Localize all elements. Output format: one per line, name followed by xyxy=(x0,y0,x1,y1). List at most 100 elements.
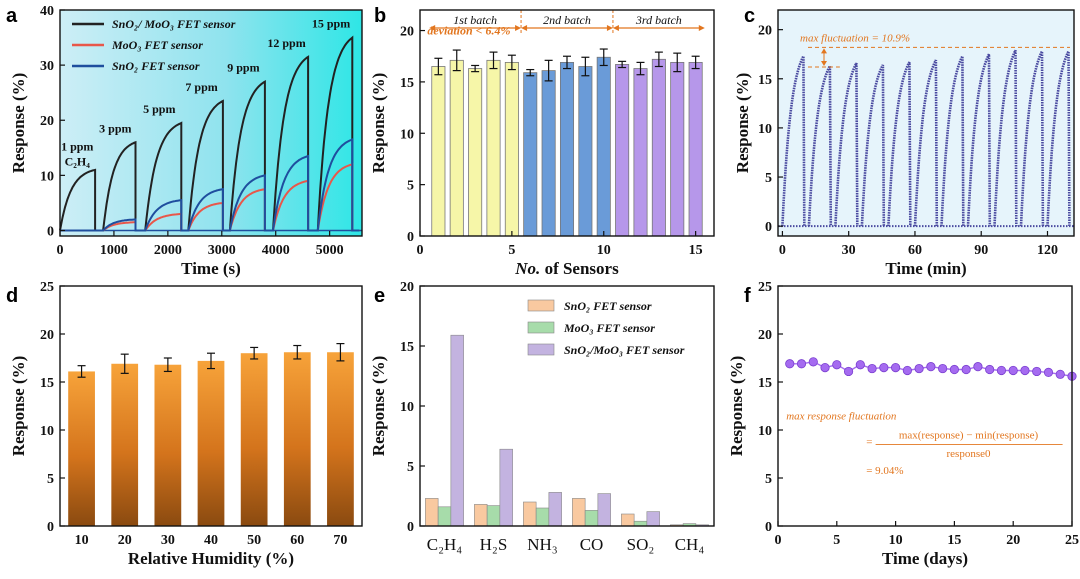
data-point-f xyxy=(879,362,889,373)
y-tick-label-f: 20 xyxy=(758,328,772,343)
cycle-line-c xyxy=(1019,50,1045,227)
y-tick-label-a: 20 xyxy=(40,114,54,129)
cycle-line-c xyxy=(860,64,886,227)
panel-d: 10 20 30 40 50 60 70 0 5 10 15 20 25 Response (%) Rela… xyxy=(6,280,363,568)
data-point-f xyxy=(1043,367,1054,377)
bar-e xyxy=(474,504,488,527)
bar-b xyxy=(431,66,446,237)
data-point-f xyxy=(949,364,960,375)
x-tick-label-c: 120 xyxy=(1037,243,1058,258)
data-point-f xyxy=(961,364,971,375)
bar-e xyxy=(633,520,648,527)
data-point-f xyxy=(1008,365,1018,376)
bar-b xyxy=(523,72,538,237)
y-tick-label-b: 0 xyxy=(407,230,414,245)
pulse-label-a: 12 ppm xyxy=(267,36,305,50)
x-tick-label-e: C₂H₄ xyxy=(427,535,463,554)
formula-numerator-f: max(response) − min(response) xyxy=(899,430,1039,442)
legend-entry-a: SnO₂ FET sensor xyxy=(112,59,200,73)
batch-arrowhead-b xyxy=(429,25,436,31)
y-tick-label-e: 5 xyxy=(407,460,414,475)
bar-e xyxy=(535,507,550,527)
x-axis-label-f: Time (days) xyxy=(882,549,968,568)
y-tick-label-e: 15 xyxy=(400,340,414,355)
panel-label-e: e xyxy=(374,285,385,307)
formula-result-f: = 9.04% xyxy=(866,465,903,477)
cycle-line-c xyxy=(834,62,859,227)
data-point-f xyxy=(996,365,1007,376)
data-point-f xyxy=(985,364,995,375)
x-tick-label-f: 0 xyxy=(775,533,782,548)
data-point-f xyxy=(902,365,912,376)
pulse-label-a: 7 ppm xyxy=(185,80,217,94)
x-tick-label-e: H₂S xyxy=(480,535,508,554)
x-tick-label-f: 15 xyxy=(947,533,961,548)
bar-d xyxy=(154,364,182,526)
x-tick-label-e: CH₄ xyxy=(675,535,705,554)
y-tick-label-d: 15 xyxy=(40,376,54,391)
x-tick-label-c: 0 xyxy=(779,243,786,258)
data-point-f xyxy=(820,362,830,373)
cycle-line-c xyxy=(1046,50,1071,227)
x-axis-label-a: Time (s) xyxy=(181,259,241,278)
data-point-f xyxy=(890,362,901,373)
gas-label-a: C₂H₄ xyxy=(65,154,91,168)
fluctuation-arrowhead-c xyxy=(821,60,827,66)
y-tick-label-e: 0 xyxy=(407,520,414,535)
y-tick-label-c: 10 xyxy=(758,122,772,137)
bar-e xyxy=(486,505,501,527)
legend-swatch-e xyxy=(527,343,555,356)
y-axis-label-e: Response (%) xyxy=(369,356,388,457)
y-axis-label-d: Response (%) xyxy=(9,356,28,457)
x-tick-label-f: 20 xyxy=(1006,533,1020,548)
y-tick-label-f: 15 xyxy=(758,376,772,391)
y-tick-label-a: 30 xyxy=(40,59,54,74)
series-line-0-a xyxy=(59,35,360,232)
panel-label-a: a xyxy=(6,5,18,27)
panel-label-c: c xyxy=(744,5,755,27)
y-tick-label-f: 10 xyxy=(758,424,772,439)
x-tick-label-f: 5 xyxy=(833,533,840,548)
batch-label-b: 2nd batch xyxy=(543,13,591,27)
panel-a: 3 ppm 5 ppm 7 ppm 9 ppm 12 ppm 15 ppm 1 ppmC₂H… xyxy=(6,4,363,278)
x-tick-label-d: 60 xyxy=(290,533,304,548)
y-tick-label-d: 10 xyxy=(40,424,54,439)
annotation-c: max fluctuation = 10.9% xyxy=(800,32,910,44)
x-tick-label-b: 10 xyxy=(597,243,611,258)
x-tick-label-a: 4000 xyxy=(262,243,290,258)
bar-e xyxy=(450,334,464,527)
data-point-f xyxy=(843,366,854,377)
bar-b xyxy=(615,64,630,237)
y-tick-label-c: 0 xyxy=(765,220,772,235)
y-tick-label-c: 20 xyxy=(758,24,772,39)
cycle-line-c xyxy=(913,59,939,227)
y-axis-label-b: Response (%) xyxy=(369,73,388,174)
bar-e xyxy=(584,510,599,527)
panel-e: C₂H₄ H₂S NH₃ CO SO₂ CH₄ SnO₂ FET sensor MoO₃ FE… xyxy=(369,280,715,554)
cycle-line-c xyxy=(940,55,965,227)
batch-arrowhead-b xyxy=(612,25,619,31)
x-tick-label-b: 15 xyxy=(689,243,703,258)
panel-label-d: d xyxy=(6,285,18,307)
bar-d xyxy=(68,371,95,526)
x-tick-label-c: 60 xyxy=(908,243,922,258)
y-tick-label-c: 5 xyxy=(765,171,772,186)
panel-label-f: f xyxy=(744,285,751,307)
legend-entry-a: MoO₃ FET sensor xyxy=(111,38,203,52)
data-point-f xyxy=(938,363,948,374)
formula-title-f: max response fluctuation xyxy=(786,410,897,422)
y-tick-label-d: 25 xyxy=(40,280,54,295)
y-tick-label-f: 25 xyxy=(758,280,772,295)
batch-arrowhead-b xyxy=(515,25,522,31)
x-axis-label-d: Relative Humidity (%) xyxy=(128,549,294,568)
bar-b xyxy=(633,68,648,237)
x-tick-label-d: 20 xyxy=(118,533,132,548)
y-tick-label-a: 40 xyxy=(40,4,54,19)
bar-d xyxy=(283,352,311,526)
legend-entry-e: SnO₂ FET sensor xyxy=(564,299,652,313)
cycle-line-c xyxy=(781,55,806,227)
y-tick-label-b: 10 xyxy=(400,127,414,142)
pulse-label-a: 15 ppm xyxy=(312,17,350,31)
bar-b xyxy=(670,61,685,237)
legend-entry-a: SnO₂/ MoO₃ FET sensor xyxy=(112,17,236,31)
